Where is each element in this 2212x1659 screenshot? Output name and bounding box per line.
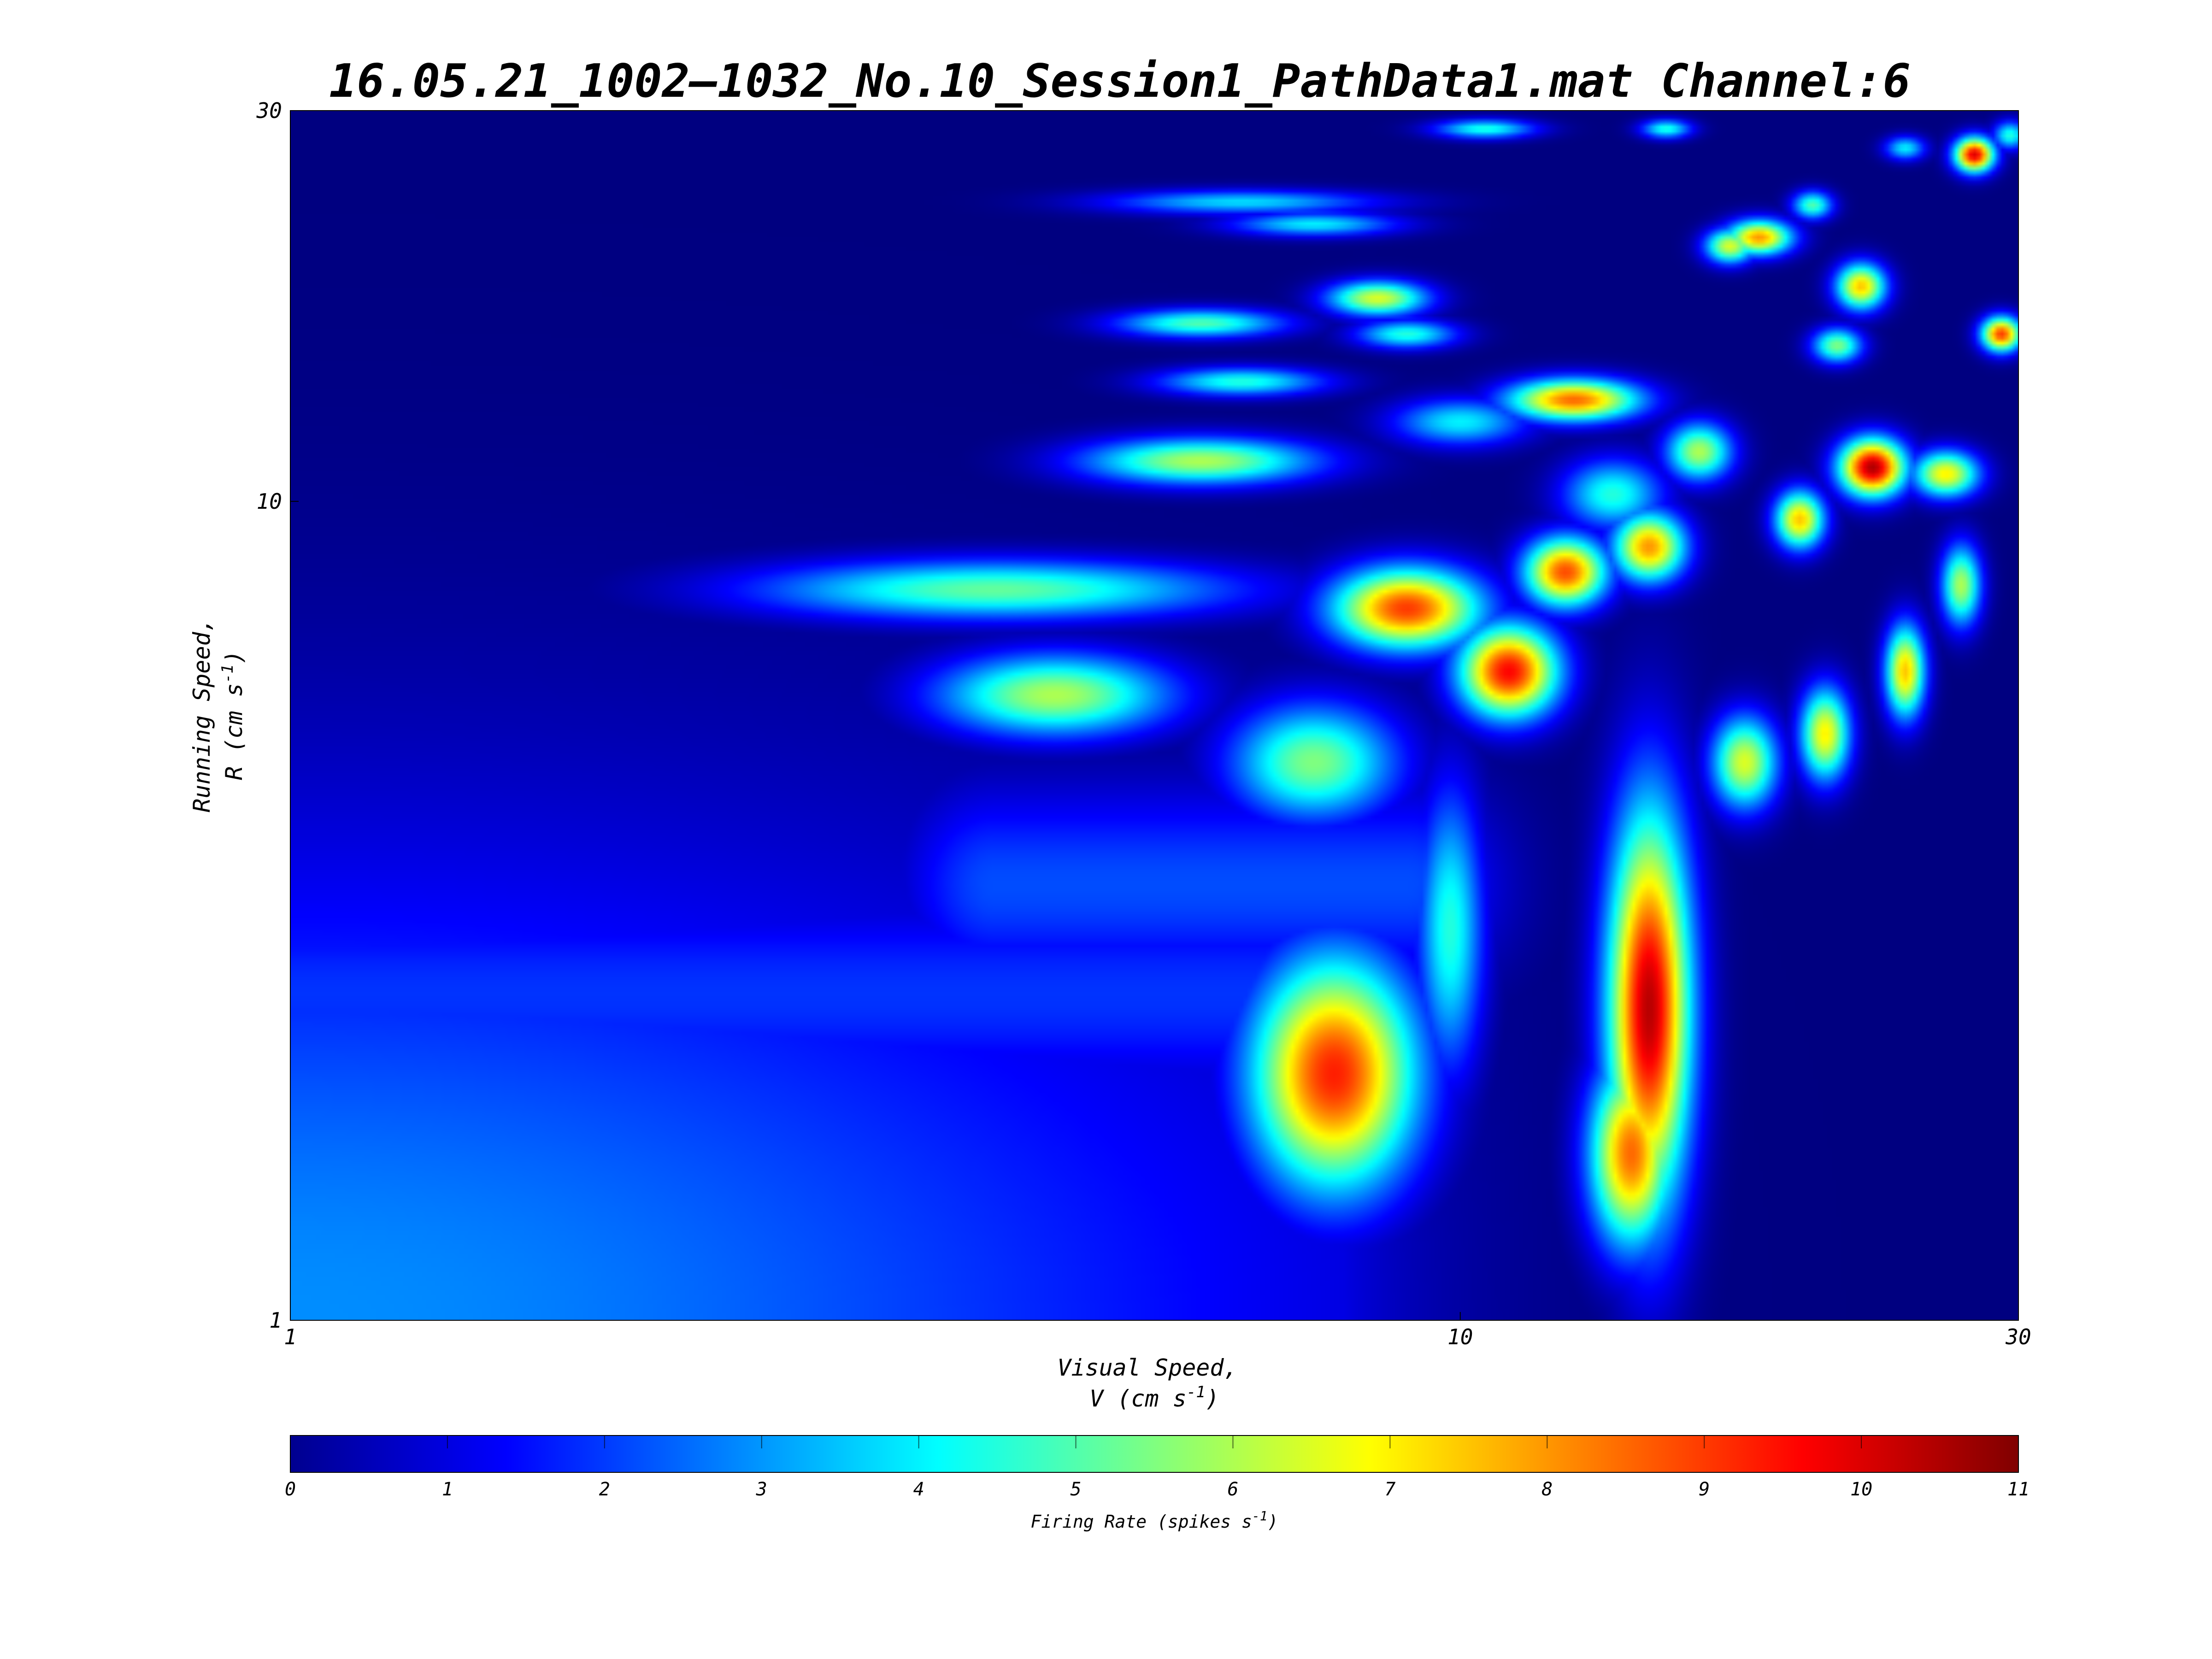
colorbar-tick-label: 7 xyxy=(1384,1479,1395,1500)
colorbar-tick-label: 9 xyxy=(1699,1479,1710,1500)
colorbar-tick-label: 5 xyxy=(1070,1479,1081,1500)
colorbar-ticks: 0 1 2 3 4 5 6 7 8 9 10 11 xyxy=(285,1435,2030,1500)
x-axis-label-line2: V (cm s-1) xyxy=(1089,1383,1219,1412)
colorbar-tick-label: 3 xyxy=(756,1479,767,1500)
colorbar-tick-label: 11 xyxy=(2007,1479,2030,1500)
x-tick-label: 30 xyxy=(2005,1324,2031,1349)
y-axis-label: Running Speed, R (cm s-1) xyxy=(188,618,247,812)
y-axis-label-line1: Running Speed, xyxy=(188,618,215,812)
y-axis-label-superscript: -1 xyxy=(218,664,237,683)
plot-frame xyxy=(290,110,2019,1321)
y-tick-label: 30 xyxy=(256,98,282,123)
x-axis-ticks: 1 10 30 xyxy=(284,1312,2031,1349)
plot-area xyxy=(290,110,2019,1321)
x-axis-label-line1: Visual Speed, xyxy=(1057,1354,1237,1381)
y-tick-label: 10 xyxy=(257,489,282,514)
chart-title: 16.05.21_1002–1032_No.10_Session1_PathDa… xyxy=(329,54,1911,108)
colorbar-label-superscript: -1 xyxy=(1252,1508,1268,1524)
x-axis-label: Visual Speed, V (cm s-1) xyxy=(1057,1354,1251,1412)
colorbar-tick-label: 2 xyxy=(599,1479,610,1500)
colorbar-tick-label: 4 xyxy=(913,1479,924,1500)
colorbar-tick-label: 10 xyxy=(1850,1479,1872,1500)
y-tick-label: 1 xyxy=(269,1308,282,1333)
y-axis-label-line2: R (cm s-1) xyxy=(218,650,247,780)
colorbar-tick-label: 1 xyxy=(442,1479,453,1500)
heatmap-image xyxy=(290,111,2018,1320)
x-tick-label: 10 xyxy=(1447,1324,1473,1349)
colorbar-tick-label: 8 xyxy=(1541,1479,1553,1500)
x-axis-label-superscript: -1 xyxy=(1187,1383,1206,1401)
colorbar-label: Firing Rate (spikes s-1) xyxy=(1030,1508,1278,1532)
y-axis-ticks: 1 10 30 xyxy=(256,98,299,1333)
x-tick-label: 1 xyxy=(284,1324,297,1349)
colorbar: 0 1 2 3 4 5 6 7 8 9 10 11 Firing Rate (spikes s-1) xyxy=(285,1435,2030,1532)
colorbar-tick-label: 6 xyxy=(1227,1479,1238,1500)
colorbar-tick-label: 0 xyxy=(285,1479,296,1500)
colorbar-gradient xyxy=(290,1435,2019,1473)
